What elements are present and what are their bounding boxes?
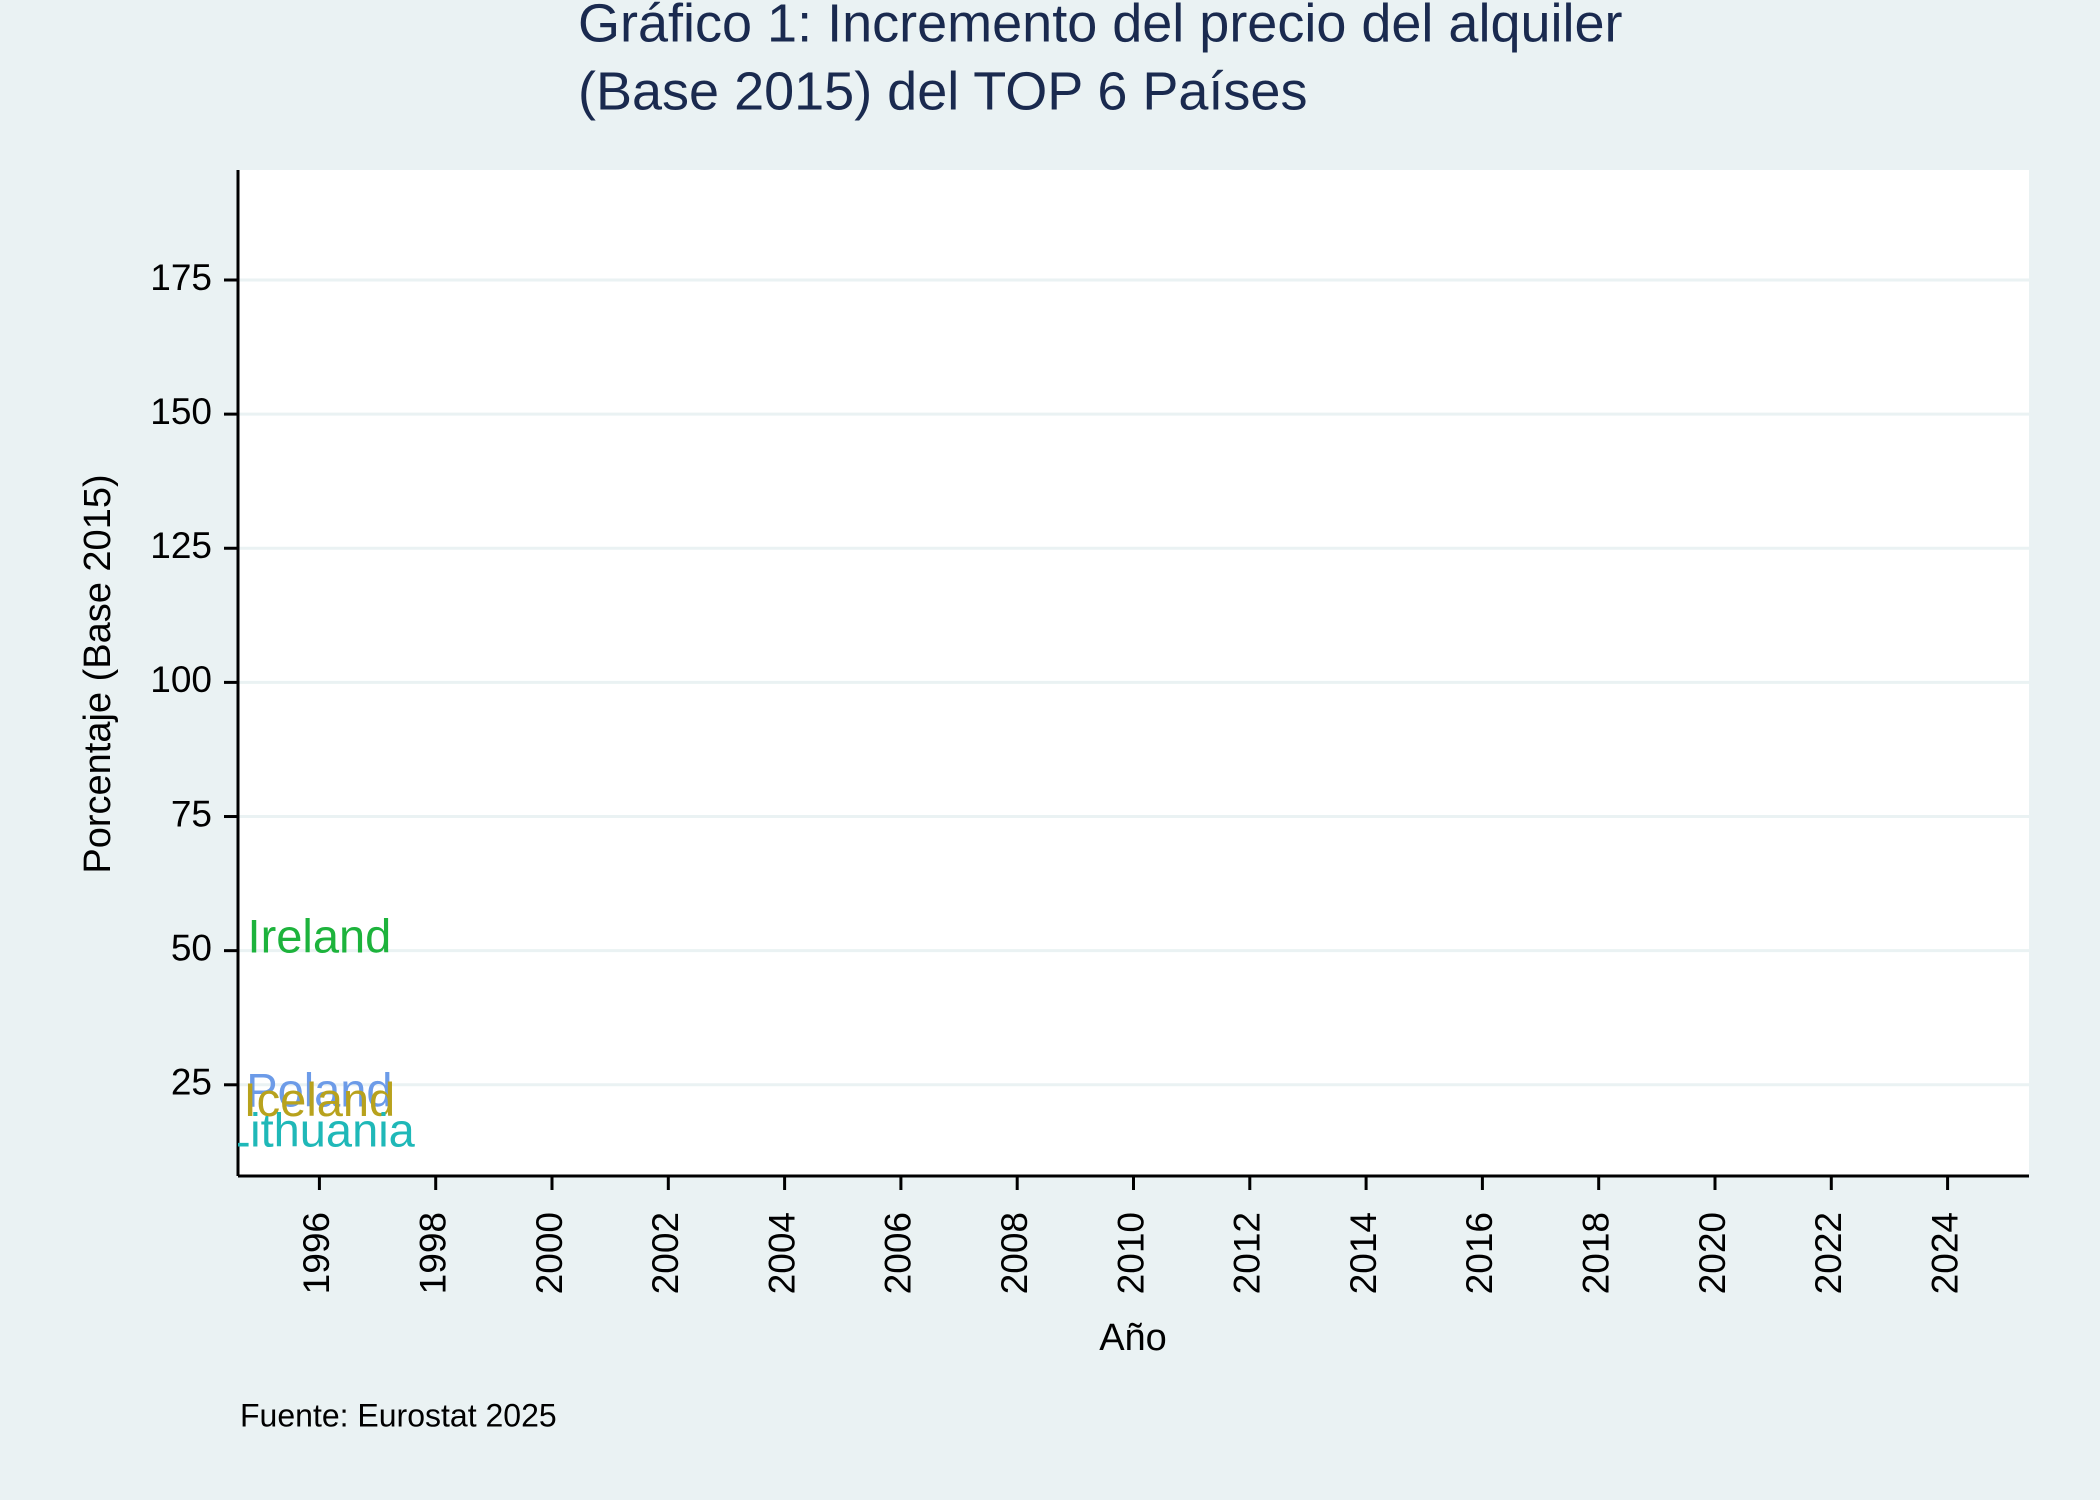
x-tick-label: 2014 — [1343, 1212, 1384, 1294]
x-tick-label: 2022 — [1808, 1212, 1849, 1294]
y-tick-label: 175 — [150, 257, 212, 298]
x-tick-label: 2002 — [645, 1212, 686, 1294]
x-tick-label: 2018 — [1575, 1212, 1616, 1294]
x-tick-label: 2020 — [1692, 1212, 1733, 1294]
y-tick-label: 100 — [150, 659, 212, 700]
y-tick-label: 150 — [150, 391, 212, 432]
chart-title: Gráfico 1: Incremento del precio del alq… — [578, 0, 1623, 53]
x-tick-label: 2008 — [994, 1212, 1035, 1294]
plot-area — [238, 170, 2029, 1176]
x-tick-label: 1996 — [296, 1212, 337, 1294]
y-tick-label: 125 — [150, 525, 212, 566]
series-label: Poland — [246, 1063, 392, 1116]
x-tick-label: 1998 — [412, 1212, 453, 1294]
x-tick-label: 2016 — [1459, 1212, 1500, 1294]
series-label: Lithuania — [224, 1104, 416, 1157]
x-tick-label: 2000 — [529, 1212, 570, 1294]
y-axis-title: Porcentaje (Base 2015) — [77, 474, 119, 873]
x-axis-title: Año — [1099, 1317, 1167, 1359]
source-note: Fuente: Eurostat 2025 — [240, 1397, 557, 1433]
y-tick-label: 75 — [171, 793, 212, 834]
x-tick-label: 2012 — [1227, 1212, 1268, 1294]
x-tick-label: 2024 — [1924, 1212, 1965, 1294]
series-label: Ireland — [248, 909, 392, 962]
series-label: Iceland — [244, 1073, 396, 1126]
y-tick-label: 25 — [171, 1062, 212, 1103]
y-tick-label: 50 — [171, 927, 212, 968]
x-tick-label: 2004 — [761, 1212, 802, 1294]
x-tick-label: 2010 — [1110, 1212, 1151, 1294]
x-tick-label: 2006 — [878, 1212, 919, 1294]
chart-title: (Base 2015) del TOP 6 Países — [578, 61, 1307, 121]
